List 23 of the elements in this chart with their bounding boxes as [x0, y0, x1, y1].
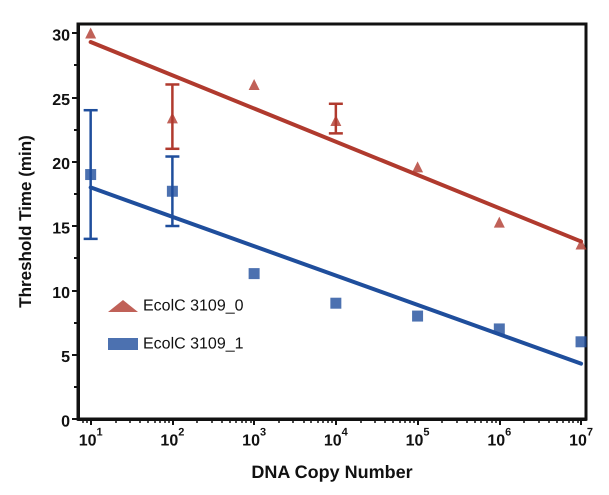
point [494, 216, 505, 228]
x-axis-title: DNA Copy Number [251, 462, 413, 482]
y-tick-label: 30 [52, 28, 70, 45]
y-tick-label: 25 [52, 92, 70, 109]
point [576, 336, 587, 348]
point [494, 323, 505, 334]
point [330, 298, 342, 309]
point [85, 169, 96, 180]
y-axis-title: Threshold Time (min) [16, 135, 35, 308]
point [166, 186, 178, 197]
y-tick-label: 20 [52, 156, 70, 174]
point [248, 78, 260, 90]
point [248, 268, 260, 280]
point [576, 238, 587, 250]
y-tick-label: 15 [52, 220, 70, 238]
y-tick-label: 0 [61, 414, 70, 430]
y-tick-label: 5 [61, 349, 70, 366]
point [412, 161, 424, 172]
point [85, 28, 96, 39]
legend-label: EcolC 3109_1 [143, 336, 244, 352]
legend-label: EcolC 3109_0 [143, 298, 244, 314]
point [412, 310, 424, 322]
y-tick-label: 10 [52, 284, 70, 302]
